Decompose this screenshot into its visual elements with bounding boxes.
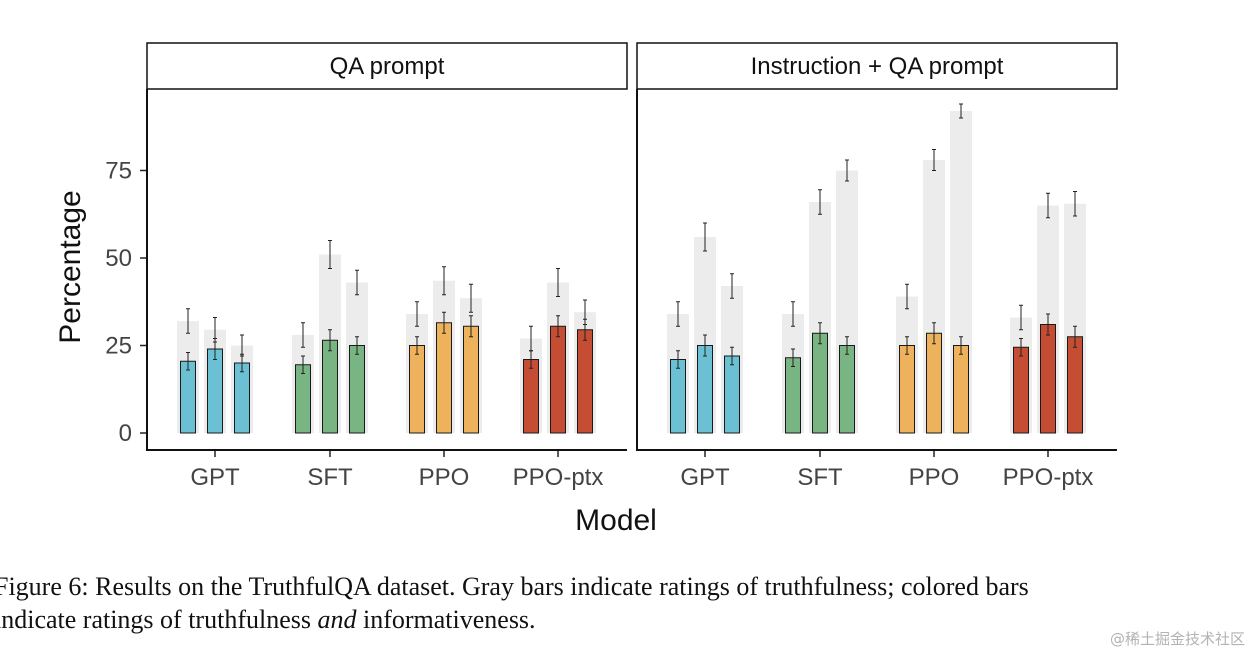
y-tick-label-0: 0 bbox=[119, 420, 132, 447]
x-axis-title: Model bbox=[575, 504, 657, 537]
panel-1-gpt-colored-bar-3 bbox=[234, 362, 250, 434]
y-axis-title: Percentage bbox=[54, 190, 87, 343]
panel-2-axes bbox=[636, 89, 1117, 451]
panel-1-gpt-colored-errorbar-1 bbox=[186, 352, 190, 371]
panel-2-ppo-colored-errorbar-2 bbox=[932, 322, 936, 345]
panel-1-ppo-ptx-colored-bar-1 bbox=[523, 359, 539, 434]
truthfulqa-chart: 0 25 50 75 Percentage Model QA prompt GPT SFT PPO… bbox=[54, 42, 1118, 537]
panel-2-ppo-colored-bar-2 bbox=[926, 332, 942, 434]
panel-1-ppo-colored-errorbar-3 bbox=[469, 315, 473, 338]
panel-1-ppo-gray-errorbar-3 bbox=[469, 283, 473, 313]
panel-2-ppo-ptx-gray-errorbar-2 bbox=[1046, 192, 1050, 219]
panel-2-gpt-colored-bar-1 bbox=[670, 359, 686, 434]
panel-1-sft-x-label: SFT bbox=[307, 464, 353, 491]
panel-2-ppo-gray-errorbar-3 bbox=[959, 103, 963, 119]
panel-2-ppo-ptx-gray-errorbar-1 bbox=[1019, 304, 1023, 331]
y-tick-label-50: 50 bbox=[105, 245, 132, 272]
panel-1-ppo-colored-errorbar-1 bbox=[415, 336, 419, 355]
panel-2-gpt-colored-bar-3 bbox=[724, 355, 740, 434]
panel-1-strip bbox=[146, 42, 628, 90]
panel-1-ppo-ptx-gray-errorbar-2 bbox=[556, 268, 560, 297]
panel-2-title: Instruction + QA prompt bbox=[751, 53, 1004, 80]
panel-2-ppo-ptx-colored-bar-2 bbox=[1040, 324, 1056, 434]
panel-2-ppo-colored-errorbar-3 bbox=[959, 336, 963, 355]
panel-1-title: QA prompt bbox=[330, 53, 445, 80]
panel-2-sft-colored-bar-3 bbox=[839, 345, 855, 434]
panel-2-sft-gray-errorbar-3 bbox=[845, 159, 849, 182]
panel-1-gpt-colored-errorbar-3 bbox=[240, 353, 244, 373]
panel-1-sft-gray-errorbar-3 bbox=[355, 269, 359, 296]
panel-2-ppo-ptx-colored-errorbar-1 bbox=[1019, 338, 1023, 357]
panel-2-ppo-x-label: PPO bbox=[909, 464, 960, 491]
panel-2-sft-gray-errorbar-1 bbox=[791, 301, 795, 327]
panel-1-sft-colored-bar-1 bbox=[295, 364, 311, 434]
panel-2-ppo-gray-errorbar-2 bbox=[932, 149, 936, 171]
panel-2-ppo-colored-bar-1 bbox=[899, 345, 915, 434]
panel-2-ppo-ptx-gray-errorbar-3 bbox=[1073, 191, 1077, 217]
panel-1-sft-gray-errorbar-2 bbox=[328, 240, 332, 269]
panel-2-sft-colored-bar-1 bbox=[785, 357, 801, 434]
panel-1-ppo-x-label: PPO bbox=[419, 464, 470, 491]
caption-emphasis: and bbox=[317, 605, 357, 634]
panel-1-ppo-colored-bar-1 bbox=[409, 345, 425, 434]
panel-2-gpt-colored-bar-2 bbox=[697, 345, 713, 434]
panel-1-gpt-x-label: GPT bbox=[190, 464, 240, 491]
panel-2-ppo-ptx-colored-errorbar-3 bbox=[1073, 325, 1077, 348]
panel-1-ppo-ptx-x-label: PPO-ptx bbox=[513, 464, 604, 491]
panel-2-gpt-x-label: GPT bbox=[680, 464, 730, 491]
panel-2-ppo-colored-errorbar-1 bbox=[905, 336, 909, 355]
panel-1-ppo-colored-bar-3 bbox=[463, 325, 479, 434]
panel-1-gpt-colored-bar-1 bbox=[180, 360, 196, 434]
caption-line-1: Figure 6: Results on the TruthfulQA data… bbox=[0, 572, 1029, 601]
panel-1-ppo-gray-errorbar-1 bbox=[415, 301, 419, 327]
panel-1-gpt-colored-bar-2 bbox=[207, 348, 223, 434]
panel-1-ppo-ptx-colored-bar-2 bbox=[550, 325, 566, 434]
panel-1-ppo-ptx-colored-bar-3 bbox=[577, 329, 593, 434]
panel-2-sft-colored-errorbar-3 bbox=[845, 336, 849, 355]
panel-2-ppo-ptx-colored-bar-1 bbox=[1013, 346, 1029, 434]
panel-1-sft-gray-errorbar-1 bbox=[301, 322, 305, 348]
panel-2-gpt-colored-errorbar-2 bbox=[703, 334, 707, 357]
panel-1-sft-colored-errorbar-3 bbox=[355, 336, 359, 355]
panel-2-ppo-ptx-colored-errorbar-2 bbox=[1046, 313, 1050, 336]
panel-2-gpt-colored-errorbar-1 bbox=[676, 350, 680, 369]
y-tick-label-25: 25 bbox=[105, 333, 132, 360]
watermark: @稀土掘金技术社区 bbox=[1109, 630, 1245, 648]
panel-2-gpt-gray-errorbar-3 bbox=[730, 273, 734, 299]
panel-2-sft-colored-bar-2 bbox=[812, 332, 828, 434]
panel-1-ppo-ptx-colored-errorbar-3 bbox=[583, 318, 587, 341]
panel-2-ppo-ptx-x-label: PPO-ptx bbox=[1003, 464, 1094, 491]
panel-2-sft-colored-errorbar-1 bbox=[791, 348, 795, 367]
panel-2-ppo-colored-bar-3 bbox=[953, 345, 969, 434]
panel-1-ppo-colored-bar-2 bbox=[436, 322, 452, 434]
y-tick-label-75: 75 bbox=[105, 158, 132, 185]
panel-1-ppo-ptx-colored-errorbar-1 bbox=[529, 350, 533, 369]
panel-1-gpt-gray-errorbar-1 bbox=[186, 308, 190, 334]
panel-1-axes bbox=[146, 89, 627, 451]
panel-1-ppo-gray-errorbar-2 bbox=[442, 266, 446, 296]
panel-1-ppo-colored-errorbar-2 bbox=[442, 311, 446, 334]
panel-1-gpt-colored-errorbar-2 bbox=[213, 338, 217, 360]
panel-2-sft-x-label: SFT bbox=[797, 464, 843, 491]
panel-2-sft-gray-errorbar-2 bbox=[818, 189, 822, 215]
panel-2-ppo-gray-errorbar-1 bbox=[905, 283, 909, 310]
figure-caption: Figure 6: Results on the TruthfulQA data… bbox=[0, 570, 1234, 636]
panel-2-sft-colored-errorbar-2 bbox=[818, 322, 822, 345]
panel-2-ppo-ptx-colored-bar-3 bbox=[1067, 336, 1083, 434]
caption-line-2-start: indicate ratings of truthfulness bbox=[0, 605, 318, 634]
panel-1-sft-colored-bar-3 bbox=[349, 345, 365, 434]
panel-1-sft-colored-bar-2 bbox=[322, 339, 338, 434]
caption-line-2-end: informativeness. bbox=[356, 605, 536, 634]
panel-1-ppo-ptx-colored-errorbar-2 bbox=[556, 315, 560, 338]
caption-line-2: indicate ratings of truthfulness and inf… bbox=[0, 603, 1234, 636]
panel-2-gpt-gray-errorbar-1 bbox=[676, 301, 680, 327]
panel-2-gpt-colored-errorbar-3 bbox=[730, 346, 734, 366]
panel-1-sft-colored-errorbar-1 bbox=[301, 355, 305, 374]
panel-2-gpt-gray-errorbar-2 bbox=[703, 222, 707, 252]
panel-2-strip bbox=[636, 42, 1118, 90]
panel-1-sft-colored-errorbar-2 bbox=[328, 329, 332, 352]
